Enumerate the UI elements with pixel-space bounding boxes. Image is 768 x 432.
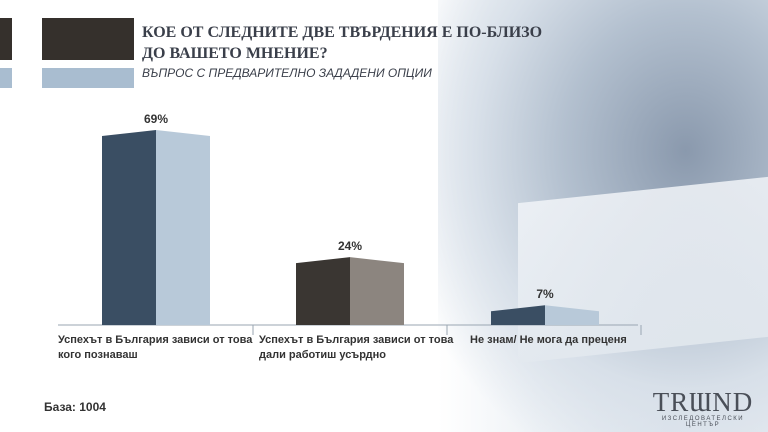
chart-subtitle: ВЪПРОС С ПРЕДВАРИТЕЛНО ЗАДАДЕНИ ОПЦИИ xyxy=(142,66,432,80)
bar-1 xyxy=(102,130,210,325)
decor-block-dark-1 xyxy=(0,18,12,60)
bar-face-right xyxy=(545,305,599,325)
chart-title: КОЕ ОТ СЛЕДНИТЕ ДВЕ ТВЪРДЕНИЯ Е ПО-БЛИЗО… xyxy=(142,24,543,62)
bar-value-label: 7% xyxy=(536,287,554,301)
bar-face-left xyxy=(491,305,545,325)
bar-face-left xyxy=(102,130,156,325)
logo-wordmark: TRƜND xyxy=(652,387,754,417)
category-label: Успехът в България зависи от това кого по… xyxy=(58,334,253,361)
bar-2 xyxy=(296,257,404,325)
trend-logo: TRƜND изследователски център xyxy=(648,388,758,428)
bar-face-left xyxy=(296,257,350,325)
decor-block-light-1 xyxy=(0,68,12,88)
sample-base-label: База: 1004 xyxy=(44,400,106,414)
decor-block-light-2 xyxy=(42,68,134,88)
category-label: Не знам/ Не мога да преценя xyxy=(470,334,627,346)
bar-face-right xyxy=(156,130,210,325)
category-label: Успехът в България зависи от това дали ра… xyxy=(259,334,454,361)
bar-face-right xyxy=(350,257,404,325)
bar-value-label: 69% xyxy=(144,112,168,126)
bar-value-label: 24% xyxy=(338,239,362,253)
logo-tagline: изследователски център xyxy=(661,416,745,428)
bar-3 xyxy=(491,305,599,325)
decor-block-dark-2 xyxy=(42,18,134,60)
